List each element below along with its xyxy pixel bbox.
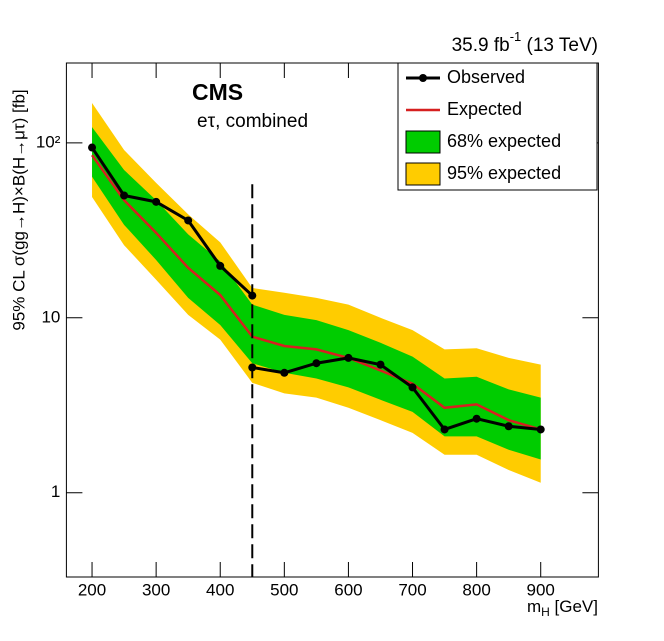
experiment-label: CMS <box>192 79 243 105</box>
data-point <box>376 360 385 369</box>
x-label-main: m <box>527 597 541 616</box>
series-line <box>90 146 541 432</box>
lumi-main: 35.9 fb <box>452 35 510 56</box>
data-point <box>536 425 545 434</box>
x-tick-label: 800 <box>462 580 490 599</box>
data-point <box>184 216 193 225</box>
data-point <box>120 191 129 200</box>
legend-swatch <box>405 162 441 186</box>
x-tick-label: 300 <box>142 580 170 599</box>
plot-area <box>88 102 545 483</box>
series-line <box>91 154 542 431</box>
plot-frame <box>65 62 599 578</box>
y-axis-label: 95% CL σ(gg→H)×B(H→μτ) [fb] <box>9 89 28 330</box>
data-point <box>216 261 225 270</box>
legend-point <box>419 74 427 82</box>
x-tick-label: 200 <box>78 580 106 599</box>
legend-label: 95% expected <box>447 163 561 183</box>
legend-swatch <box>405 130 441 154</box>
x-tick-label: 700 <box>398 580 426 599</box>
y-tick-label: 10 <box>41 307 60 326</box>
data-point <box>88 143 97 152</box>
x-tick-label: 900 <box>527 580 555 599</box>
data-point <box>152 197 161 206</box>
legend-label: Observed <box>447 67 525 87</box>
data-point <box>472 414 481 423</box>
data-point <box>344 353 353 362</box>
data-point <box>440 425 449 434</box>
data-point <box>504 422 513 431</box>
lumi-label: 35.9 fb-1 (13 TeV) <box>452 29 598 56</box>
x-label-unit: [GeV] <box>550 597 598 616</box>
x-tick-label: 600 <box>334 580 362 599</box>
x-axis-label: mH [GeV] <box>527 597 598 619</box>
legend-label: 68% expected <box>447 131 561 151</box>
lumi-rest: (13 TeV) <box>521 35 598 56</box>
data-point <box>312 359 321 368</box>
x-label-sub: H <box>541 605 550 619</box>
y-tick-label: 10² <box>36 132 61 151</box>
data-point <box>408 383 417 392</box>
data-point <box>280 368 289 377</box>
x-tick-label: 400 <box>206 580 234 599</box>
y-tick-label: 1 <box>51 482 60 501</box>
x-tick-label: 500 <box>270 580 298 599</box>
band <box>92 127 541 460</box>
legend-label: Expected <box>447 99 522 119</box>
lumi-sup: -1 <box>510 29 522 44</box>
subtitle: eτ, combined <box>197 111 308 132</box>
